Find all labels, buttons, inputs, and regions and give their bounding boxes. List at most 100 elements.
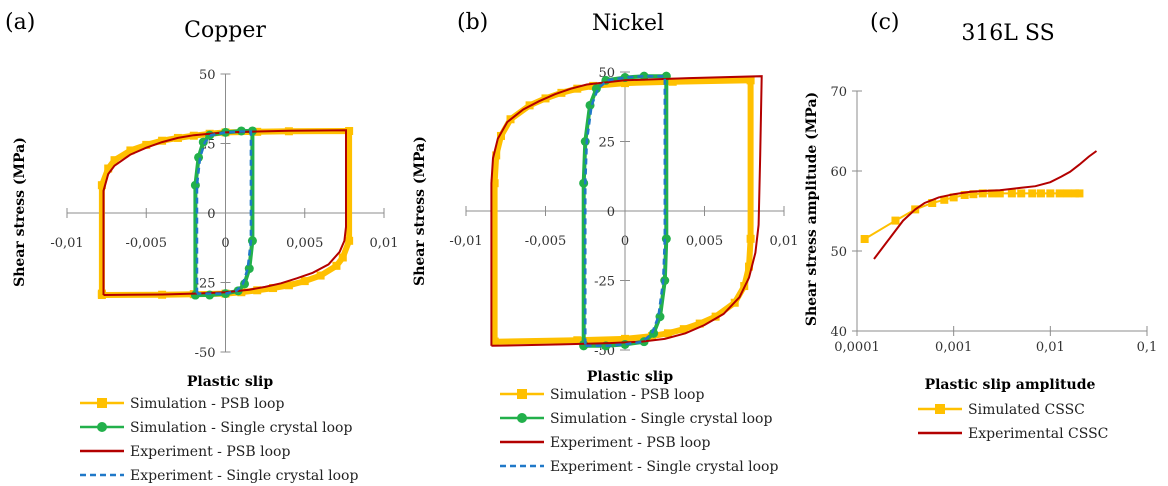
series-line: [490, 75, 763, 347]
legend-label: Simulation - Single crystal loop: [550, 411, 772, 427]
x-tick-label: 0,0001: [834, 340, 880, 355]
data-point: [1055, 189, 1064, 198]
legend-label: Simulated CSSC: [968, 402, 1085, 418]
legend: Simulation - PSB loop Simulation - Single…: [500, 387, 778, 475]
legend-item: Simulation - PSB loop: [80, 396, 284, 412]
data-point: [1007, 189, 1016, 198]
data-point: [949, 193, 958, 202]
series-solid: [102, 129, 347, 296]
data-point: [639, 71, 649, 81]
data-point: [580, 137, 590, 146]
data-point: [746, 234, 755, 243]
legend-item: Experiment - PSB loop: [500, 435, 710, 451]
series-dashed: [584, 74, 667, 348]
data-point: [960, 191, 969, 199]
data-point: [591, 84, 601, 94]
chart-title: Copper: [184, 18, 266, 43]
chart-title: Nickel: [592, 11, 664, 36]
data-point: [668, 77, 677, 86]
legend-marker: [935, 404, 945, 414]
legend-marker: [517, 389, 527, 399]
legend-label: Experiment - PSB loop: [130, 444, 290, 460]
data-point: [746, 76, 755, 85]
x-tick-label: -0,01: [449, 234, 482, 249]
data-point: [496, 131, 505, 140]
data-point: [142, 140, 151, 149]
y-tick-label: 0: [207, 207, 215, 222]
data-point: [711, 312, 720, 321]
data-point: [988, 189, 997, 198]
x-tick-label: 0,01: [770, 234, 799, 249]
x-tick-label: 0: [621, 234, 629, 249]
data-point: [579, 178, 589, 188]
legend-label: Simulation - PSB loop: [130, 396, 284, 412]
series-line: [195, 130, 253, 295]
data-point: [695, 319, 704, 328]
legend-label: Simulation - PSB loop: [550, 387, 704, 403]
x-tick-label: 0,01: [370, 236, 399, 251]
series-square-markers: [860, 189, 1084, 243]
x-axis-label: Plastic slip: [187, 374, 274, 390]
data-point: [679, 325, 688, 334]
data-point: [284, 281, 293, 290]
legend-marker: [517, 413, 527, 423]
legend-item: Simulated CSSC: [918, 402, 1085, 418]
data-point: [891, 216, 900, 225]
x-tick-label: 0,005: [686, 234, 723, 249]
panel-label: (a): [5, 10, 35, 35]
y-tick-label: 70: [830, 85, 847, 100]
data-point: [269, 284, 278, 293]
data-point: [490, 337, 499, 346]
data-point: [253, 286, 262, 295]
data-point: [745, 262, 754, 271]
legend-item: Simulation - Single crystal loop: [80, 420, 352, 436]
data-point: [97, 291, 106, 300]
legend-label: Experiment - Single crystal loop: [550, 459, 778, 475]
data-point: [1046, 189, 1055, 198]
y-tick-label: 25: [598, 136, 615, 151]
series-line: [864, 192, 1080, 240]
data-point: [573, 84, 582, 93]
x-tick-label: -0,005: [125, 236, 167, 251]
legend: Simulated CSSC Experimental CSSC: [918, 402, 1108, 442]
series-line: [873, 150, 1098, 260]
y-tick-label: 50: [199, 68, 216, 83]
axes: 0,0001 0,001 0,01 0,1 40 50 60 70: [830, 85, 1157, 355]
data-point: [345, 126, 354, 135]
series-line: [584, 74, 667, 348]
legend-item: Simulation - Single crystal loop: [500, 411, 772, 427]
y-tick-label: 40: [830, 325, 847, 340]
y-tick-label: 60: [830, 165, 847, 180]
panel-label: (b): [457, 10, 488, 35]
x-tick-label: 0,01: [1036, 340, 1065, 355]
chart-panel-3: (c) 316L SS 0,0001 0,001 0,01 0,1 40 50 60 70 Plas…: [804, 10, 1157, 442]
data-point: [573, 336, 582, 345]
data-point: [1075, 189, 1084, 198]
data-point: [158, 136, 167, 145]
data-point: [104, 164, 113, 173]
x-tick-label: -0,005: [525, 234, 567, 249]
x-tick-label: -0,01: [50, 236, 83, 251]
data-point: [490, 179, 499, 188]
data-point: [332, 261, 341, 270]
data-point: [492, 151, 501, 160]
data-point: [97, 181, 106, 190]
data-point: [1063, 189, 1072, 198]
legend-marker: [97, 398, 107, 408]
data-point: [928, 199, 937, 207]
legend: Simulation - PSB loop Simulation - Single…: [80, 396, 358, 484]
x-tick-label: 0,1: [1137, 340, 1158, 355]
x-axis-label: Plastic slip: [587, 369, 674, 385]
series-line: [102, 129, 347, 296]
legend-item: Simulation - PSB loop: [500, 387, 704, 403]
y-axis-label: Shear stress amplitude (MPa): [804, 92, 820, 326]
y-tick-label: -25: [195, 277, 216, 292]
data-point: [300, 277, 309, 286]
legend-label: Experiment - Single crystal loop: [130, 468, 358, 484]
data-point: [860, 235, 869, 243]
y-tick-label: -25: [594, 275, 615, 290]
data-point: [345, 236, 354, 245]
y-axis-label: Shear stress (MPa): [412, 136, 428, 286]
x-tick-label: 0,001: [935, 340, 972, 355]
